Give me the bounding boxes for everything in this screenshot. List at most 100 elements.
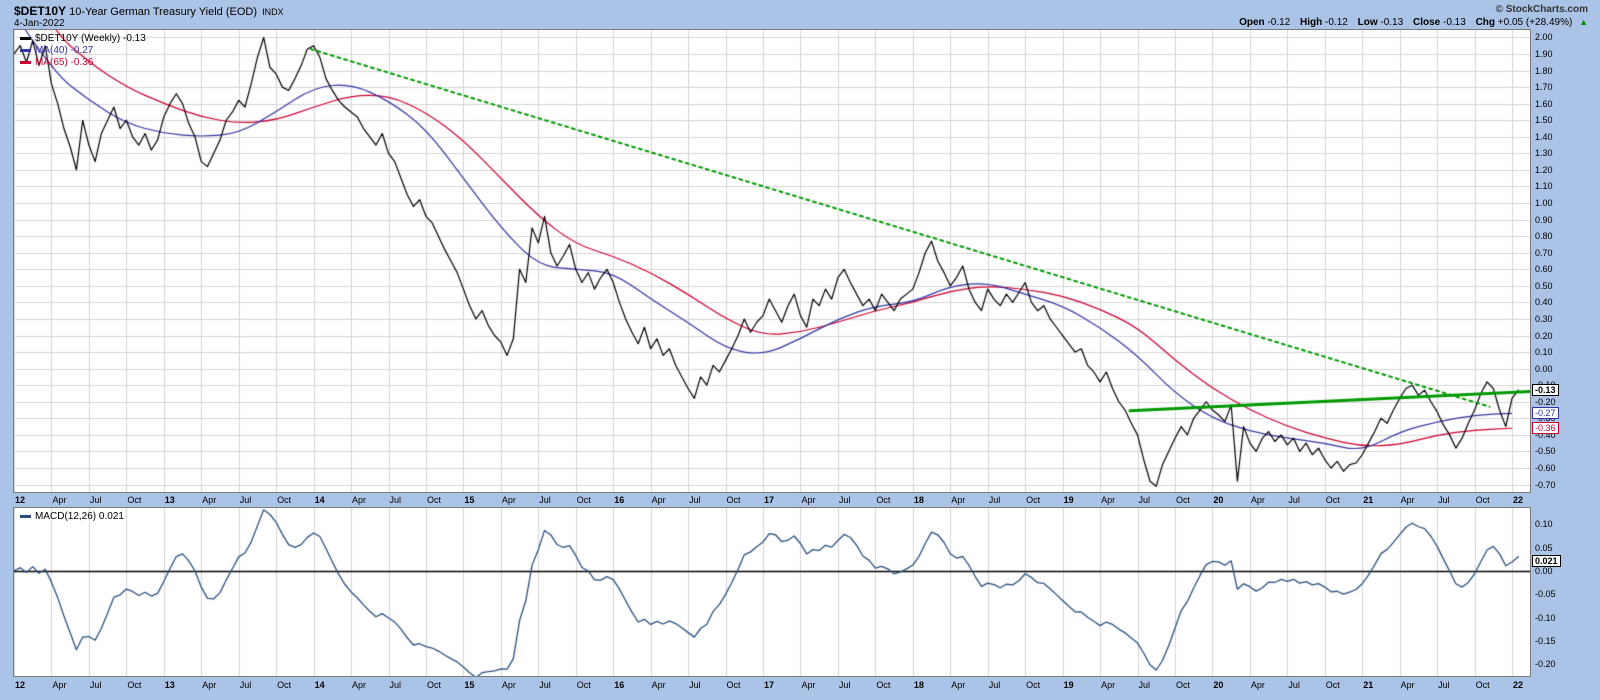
- x-axis-tick-label: 13: [164, 680, 175, 690]
- x-axis-tick-label: 17: [764, 495, 775, 505]
- x-axis-tick-label: 19: [1063, 495, 1074, 505]
- x-axis-tick-label: Apr: [651, 680, 666, 690]
- y-axis-tick-label: 1.40: [1535, 131, 1553, 142]
- y-axis-tick-label: -0.60: [1535, 462, 1556, 473]
- x-axis-tick-label: Apr: [1250, 680, 1265, 690]
- x-axis-tick-label: 17: [764, 680, 775, 690]
- x-axis-tick-label: Apr: [1101, 495, 1116, 505]
- x-axis-tick-label: Apr: [801, 680, 816, 690]
- y-axis-tick-label: 0.70: [1535, 247, 1553, 258]
- macd-line-swatch-icon: [20, 514, 31, 518]
- x-axis-tick-label: Jul: [89, 680, 102, 690]
- x-axis-tick-label: Oct: [277, 495, 292, 505]
- y-axis-tick-label: 0.10: [1535, 519, 1553, 530]
- close-value: -0.13: [1442, 17, 1466, 28]
- x-axis-tick-label: Apr: [52, 495, 67, 505]
- x-axis-tick-label: Apr: [501, 495, 516, 505]
- x-axis-tick-label: Jul: [1288, 495, 1300, 505]
- last-price-badge: -0.13: [1532, 384, 1559, 397]
- legend-ma65-label: MA(65) -0.36: [35, 57, 94, 68]
- x-axis-tick-label: Apr: [202, 495, 217, 505]
- x-axis-tick-label: Apr: [951, 495, 966, 505]
- x-axis-tick-label: Oct: [1475, 495, 1490, 505]
- x-axis-tick-label: Apr: [1250, 495, 1265, 505]
- low-value: -0.13: [1380, 17, 1404, 28]
- x-axis-tick-label: Oct: [1325, 495, 1340, 505]
- ma40-line-swatch-icon: [20, 48, 31, 52]
- y-axis-tick-label: 0.60: [1535, 264, 1553, 275]
- open-label: Open: [1239, 17, 1265, 28]
- high-value: -0.12: [1325, 17, 1348, 28]
- y-axis-tick-label: -0.40: [1535, 429, 1556, 440]
- y-axis-tick-label: 1.30: [1535, 148, 1553, 159]
- x-axis-tick-label: Apr: [52, 680, 67, 690]
- page-title: 10-Year German Treasury Yield (EOD): [69, 6, 257, 18]
- x-axis-tick-label: 15: [464, 680, 475, 690]
- x-axis-labels-bottom: 12 Apr Jul Oct 13 Apr Jul Oct 14 Apr Jul Oct 15 Apr Ju…: [14, 679, 1544, 693]
- chart-date: 4-Jan-2022: [14, 18, 65, 29]
- x-axis-tick-label: Jul: [988, 680, 1001, 690]
- x-axis-tick-label: Jul: [389, 495, 402, 505]
- legend-item-ma40: MA(40) -0.27: [20, 45, 146, 57]
- x-axis-tick-label: 16: [614, 680, 625, 690]
- x-axis-tick-label: Jul: [539, 680, 551, 690]
- exchange-label: INDX: [262, 7, 284, 17]
- x-axis-tick-label: 15: [464, 495, 475, 505]
- y-axis-tick-label: -0.20: [1535, 396, 1556, 407]
- y-axis-tick-label: -0.20: [1535, 659, 1556, 670]
- y-axis-tick-label: 1.10: [1535, 181, 1553, 192]
- price-y-axis: -0.13 -0.27 -0.36 2.00 1.90 1.80 1.70 1.60 1.…: [1531, 30, 1597, 492]
- x-axis-tick-label: Oct: [1175, 680, 1190, 690]
- x-axis-tick-label: Oct: [576, 495, 591, 505]
- x-axis-tick-label: Apr: [1101, 680, 1116, 690]
- price-chart-canvas[interactable]: [13, 29, 1531, 493]
- x-axis-tick-label: 14: [314, 680, 325, 690]
- x-axis-tick-label: Oct: [426, 495, 441, 505]
- x-axis-tick-label: Jul: [239, 495, 252, 505]
- legend-ma40-label: MA(40) -0.27: [35, 45, 94, 56]
- x-axis-tick-label: Jul: [1438, 680, 1450, 690]
- y-axis-tick-label: 0.00: [1535, 363, 1553, 374]
- x-axis-tick-label: 22: [1513, 680, 1524, 690]
- x-axis-tick-label: Jul: [539, 495, 551, 505]
- x-axis-tick-label: Jul: [239, 680, 252, 690]
- x-axis-tick-label: 19: [1063, 680, 1074, 690]
- macd-chart-canvas[interactable]: [13, 507, 1531, 677]
- x-axis-tick-label: Apr: [202, 680, 217, 690]
- y-axis-tick-label: 1.00: [1535, 198, 1553, 209]
- chg-label: Chg: [1475, 17, 1496, 28]
- x-axis-tick-label: 16: [614, 495, 625, 505]
- x-axis-tick-label: Oct: [1026, 680, 1041, 690]
- x-axis-tick-label: Apr: [1400, 680, 1415, 690]
- chart-header: $DET10Y 10-Year German Treasury Yield (E…: [14, 4, 284, 18]
- y-axis-tick-label: 0.90: [1535, 214, 1553, 225]
- x-axis-tick-label: Apr: [501, 680, 516, 690]
- x-axis-tick-label: 14: [314, 495, 325, 505]
- x-axis-tick-label: Oct: [1475, 680, 1490, 690]
- symbol: $DET10Y: [14, 4, 67, 18]
- y-axis-tick-label: 1.80: [1535, 65, 1553, 76]
- x-axis-tick-label: Jul: [1288, 680, 1300, 690]
- legend-price-label: $DET10Y (Weekly) -0.13: [35, 33, 146, 44]
- x-axis-tick-label: Oct: [1325, 680, 1340, 690]
- macd-y-axis: 0.021 0.10 0.05 0.00 -0.05 -0.10 -0.15 -0.20: [1531, 508, 1597, 676]
- x-axis-tick-label: Oct: [127, 680, 142, 690]
- y-axis-tick-label: 0.80: [1535, 231, 1553, 242]
- x-axis-tick-label: 12: [15, 495, 26, 505]
- x-axis-tick-label: 21: [1363, 680, 1374, 690]
- x-axis-tick-label: Oct: [1026, 495, 1041, 505]
- y-axis-tick-label: 2.00: [1535, 32, 1553, 43]
- y-axis-tick-label: 0.00: [1535, 566, 1553, 576]
- x-axis-tick-label: Jul: [1438, 495, 1450, 505]
- low-label: Low: [1357, 17, 1378, 28]
- x-axis-labels-top: 12 Apr Jul Oct 13 Apr Jul Oct 14 Apr Jul Oct 15 Apr Ju…: [14, 494, 1544, 508]
- x-axis-tick-label: Oct: [576, 680, 591, 690]
- x-axis-tick-label: Oct: [726, 495, 741, 505]
- stockcharts-watermark: © StockCharts.com: [1495, 4, 1588, 15]
- x-axis-tick-label: Apr: [352, 680, 367, 690]
- legend-item-price: $DET10Y (Weekly) -0.13: [20, 33, 146, 45]
- y-axis-tick-label: -0.10: [1535, 612, 1556, 623]
- x-axis-tick-label: Oct: [876, 495, 891, 505]
- y-axis-tick-label: 0.50: [1535, 280, 1553, 291]
